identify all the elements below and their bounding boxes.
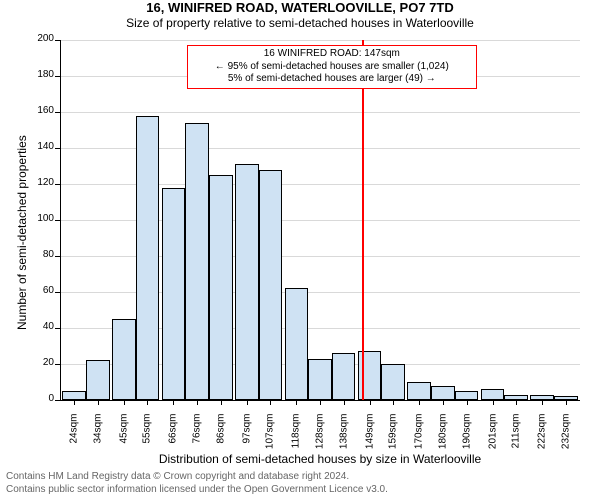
- y-tick-label: 20: [26, 357, 54, 368]
- x-tick-label: 34sqm: [92, 414, 103, 464]
- histogram-bar: [381, 364, 405, 400]
- histogram-bar: [455, 391, 479, 400]
- histogram-bar: [86, 360, 110, 400]
- y-axis: [60, 40, 61, 400]
- y-tick-label: 200: [26, 33, 54, 44]
- x-tick-label: 180sqm: [437, 414, 448, 464]
- histogram-bar: [235, 164, 259, 400]
- x-tick-label: 222sqm: [537, 414, 548, 464]
- y-tick-label: 180: [26, 69, 54, 80]
- histogram-bar: [308, 359, 332, 400]
- x-tick-label: 201sqm: [487, 414, 498, 464]
- y-tick-label: 100: [26, 213, 54, 224]
- x-tick-label: 86sqm: [215, 414, 226, 464]
- annotation-line2: ← 95% of semi-detached houses are smalle…: [192, 61, 472, 74]
- footer-line2: Contains public sector information licen…: [6, 484, 594, 497]
- x-tick-label: 66sqm: [168, 414, 179, 464]
- x-tick-label: 24sqm: [69, 414, 80, 464]
- x-tick-label: 159sqm: [388, 414, 399, 464]
- chart-title: 16, WINIFRED ROAD, WATERLOOVILLE, PO7 7T…: [0, 0, 600, 16]
- x-tick-label: 138sqm: [338, 414, 349, 464]
- histogram-bar: [285, 288, 309, 400]
- y-tick-label: 140: [26, 141, 54, 152]
- y-tick-label: 40: [26, 321, 54, 332]
- footer: Contains HM Land Registry data © Crown c…: [6, 471, 594, 496]
- x-tick-label: 45sqm: [118, 414, 129, 464]
- histogram-bar: [332, 353, 356, 400]
- histogram-bar: [481, 389, 505, 400]
- x-tick-label: 97sqm: [241, 414, 252, 464]
- x-tick-label: 149sqm: [364, 414, 375, 464]
- chart-subtitle: Size of property relative to semi-detach…: [0, 16, 600, 30]
- histogram-bar: [185, 123, 209, 400]
- annotation-box: 16 WINIFRED ROAD: 147sqm ← 95% of semi-d…: [187, 45, 477, 89]
- x-tick-label: 232sqm: [560, 414, 571, 464]
- y-tick-label: 120: [26, 177, 54, 188]
- x-tick-label: 190sqm: [461, 414, 472, 464]
- histogram-bar: [431, 386, 455, 400]
- plot-area: 020406080100120140160180200 24sqm34sqm45…: [60, 40, 580, 400]
- y-tick-label: 60: [26, 285, 54, 296]
- y-axis-label: Number of semi-detached properties: [15, 135, 29, 330]
- x-tick-label: 211sqm: [511, 414, 522, 464]
- histogram-bar: [62, 391, 86, 400]
- x-tick-label: 107sqm: [265, 414, 276, 464]
- y-tick-label: 0: [26, 393, 54, 404]
- histogram-bar: [136, 116, 160, 400]
- histogram-bar: [209, 175, 233, 400]
- x-tick-label: 118sqm: [291, 414, 302, 464]
- x-tick-label: 76sqm: [192, 414, 203, 464]
- histogram-bar: [259, 170, 283, 400]
- x-tick-label: 170sqm: [414, 414, 425, 464]
- x-tick-label: 128sqm: [315, 414, 326, 464]
- histogram-bar: [162, 188, 186, 400]
- x-tick-label: 55sqm: [142, 414, 153, 464]
- histogram-bar: [112, 319, 136, 400]
- annotation-line1: 16 WINIFRED ROAD: 147sqm: [192, 48, 472, 61]
- marker-line: [362, 40, 364, 400]
- histogram-bar: [407, 382, 431, 400]
- footer-line1: Contains HM Land Registry data © Crown c…: [6, 471, 594, 484]
- y-tick-label: 80: [26, 249, 54, 260]
- annotation-line3: 5% of semi-detached houses are larger (4…: [192, 73, 472, 86]
- y-tick-label: 160: [26, 105, 54, 116]
